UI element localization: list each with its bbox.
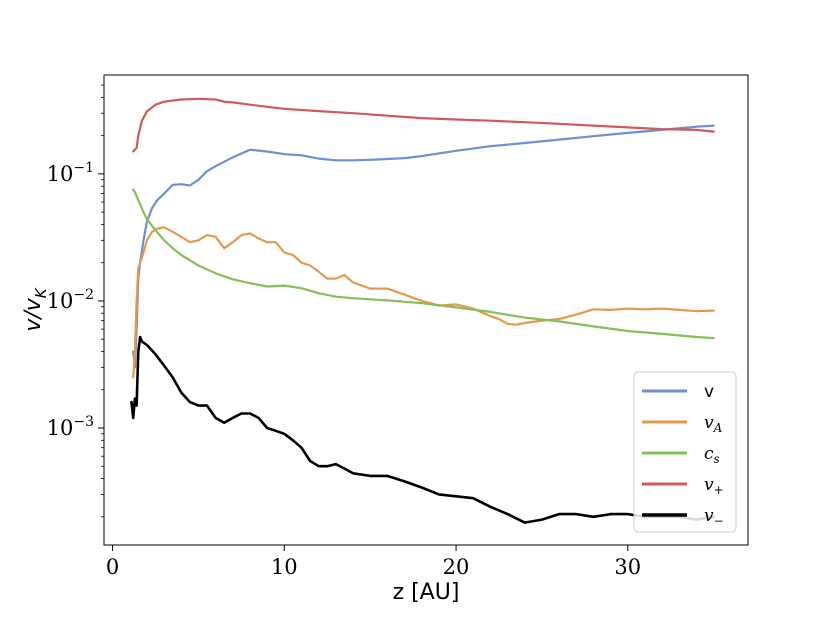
legend-label-2: cs <box>704 444 720 466</box>
legend-items: v vA cs v+ v− <box>642 382 724 528</box>
legend-label-3: v+ <box>704 475 724 497</box>
legend-label-1: vA <box>704 413 723 435</box>
series-line-4 <box>130 335 716 524</box>
legend-label-4: v− <box>704 506 724 528</box>
x-axis-label: z [AU] <box>393 580 460 605</box>
x-tick-label-1: 10 <box>271 555 298 579</box>
y-tick-label-1: 10−2 <box>47 287 94 313</box>
x-tick-label-0: 0 <box>106 555 119 579</box>
y-axis-label: v/vK <box>21 287 50 331</box>
legend: v vA cs v+ v− <box>633 371 737 533</box>
y-tick-label-2: 10−1 <box>47 160 94 186</box>
x-tick-label-3: 30 <box>614 555 641 579</box>
series-line-1 <box>132 226 715 379</box>
legend-label-0: v <box>704 382 714 402</box>
series-line-2 <box>132 188 715 340</box>
plot-frame <box>103 74 749 546</box>
tick-layer: 0 10 20 30 10−3 10−2 10−1 <box>47 84 641 579</box>
series-line-3 <box>132 97 715 153</box>
y-tick-label-0: 10−3 <box>47 414 94 440</box>
series-line-0 <box>132 124 715 369</box>
series-layer <box>130 97 716 524</box>
x-tick-label-2: 20 <box>443 555 470 579</box>
